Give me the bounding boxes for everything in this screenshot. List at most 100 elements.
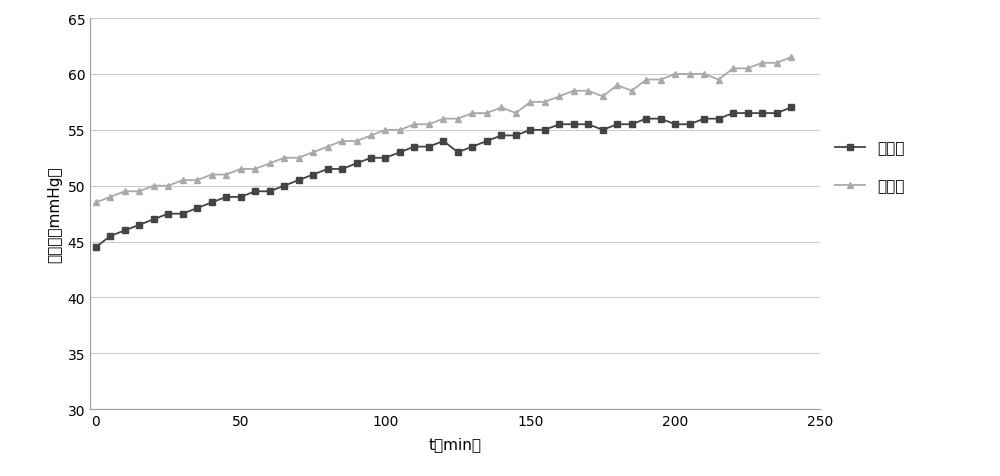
代全血	[466, 111, 478, 117]
牛全血	[727, 111, 739, 117]
代全血	[220, 172, 232, 178]
代全血	[524, 100, 536, 106]
Legend: 牛全血, 代全血: 牛全血, 代全血	[835, 141, 905, 194]
牛全血	[437, 139, 449, 145]
代全血	[191, 178, 203, 184]
牛全血	[582, 122, 594, 128]
牛全血	[510, 133, 522, 139]
代全血	[771, 61, 783, 67]
代全血	[611, 83, 623, 89]
代全血	[452, 117, 464, 122]
代全血	[713, 78, 725, 83]
牛全血	[785, 105, 797, 111]
牛全血	[177, 211, 189, 217]
代全血	[437, 117, 449, 122]
牛全血	[495, 133, 507, 139]
代全血	[539, 100, 551, 106]
代全血	[249, 167, 261, 172]
代全血	[655, 78, 667, 83]
代全血	[322, 144, 334, 150]
代全血	[133, 189, 145, 195]
代全血	[582, 89, 594, 94]
牛全血	[408, 144, 420, 150]
牛全血	[249, 189, 261, 195]
牛全血	[423, 144, 435, 150]
牛全血	[104, 234, 116, 239]
代全血	[510, 111, 522, 117]
牛全血	[684, 122, 696, 128]
代全血	[408, 122, 420, 128]
代全血	[177, 178, 189, 184]
牛全血	[481, 139, 493, 145]
代全血	[104, 195, 116, 200]
牛全血	[771, 111, 783, 117]
牛全血	[90, 245, 102, 250]
代全血	[553, 94, 565, 100]
代全血	[495, 105, 507, 111]
代全血	[626, 89, 638, 94]
代全血	[264, 161, 276, 167]
代全血	[640, 78, 652, 83]
牛全血	[293, 178, 305, 184]
牛全血	[351, 161, 363, 167]
牛全血	[742, 111, 754, 117]
牛全血	[220, 195, 232, 200]
牛全血	[278, 183, 290, 189]
代全血	[423, 122, 435, 128]
牛全血	[307, 172, 319, 178]
代全血	[742, 66, 754, 72]
牛全血	[235, 195, 247, 200]
牛全血	[336, 167, 348, 172]
牛全血	[640, 117, 652, 122]
牛全血	[206, 200, 218, 206]
牛全血	[553, 122, 565, 128]
Line: 代全血: 代全血	[92, 55, 795, 207]
X-axis label: t（min）: t（min）	[428, 436, 482, 451]
代全血	[235, 167, 247, 172]
牛全血	[597, 128, 609, 133]
代全血	[278, 156, 290, 161]
代全血	[206, 172, 218, 178]
牛全血	[611, 122, 623, 128]
代全血	[90, 200, 102, 206]
牛全血	[133, 222, 145, 228]
代全血	[307, 150, 319, 156]
牛全血	[365, 156, 377, 161]
代全血	[394, 128, 406, 133]
Y-axis label: 跨膜压（mmHg）: 跨膜压（mmHg）	[47, 166, 62, 262]
代全血	[481, 111, 493, 117]
牛全血	[162, 211, 174, 217]
牛全血	[539, 128, 551, 133]
牛全血	[568, 122, 580, 128]
代全血	[336, 139, 348, 145]
代全血	[698, 72, 710, 78]
代全血	[597, 94, 609, 100]
牛全血	[394, 150, 406, 156]
代全血	[684, 72, 696, 78]
Line: 牛全血: 牛全血	[93, 105, 794, 251]
代全血	[293, 156, 305, 161]
代全血	[148, 183, 160, 189]
牛全血	[191, 206, 203, 211]
牛全血	[466, 144, 478, 150]
代全血	[669, 72, 681, 78]
牛全血	[524, 128, 536, 133]
代全血	[379, 128, 391, 133]
代全血	[365, 133, 377, 139]
牛全血	[322, 167, 334, 172]
牛全血	[626, 122, 638, 128]
牛全血	[756, 111, 768, 117]
代全血	[119, 189, 131, 195]
代全血	[727, 66, 739, 72]
牛全血	[148, 217, 160, 223]
牛全血	[655, 117, 667, 122]
牛全血	[119, 228, 131, 234]
牛全血	[669, 122, 681, 128]
牛全血	[713, 117, 725, 122]
牛全血	[379, 156, 391, 161]
代全血	[785, 55, 797, 61]
牛全血	[452, 150, 464, 156]
代全血	[568, 89, 580, 94]
代全血	[756, 61, 768, 67]
牛全血	[698, 117, 710, 122]
